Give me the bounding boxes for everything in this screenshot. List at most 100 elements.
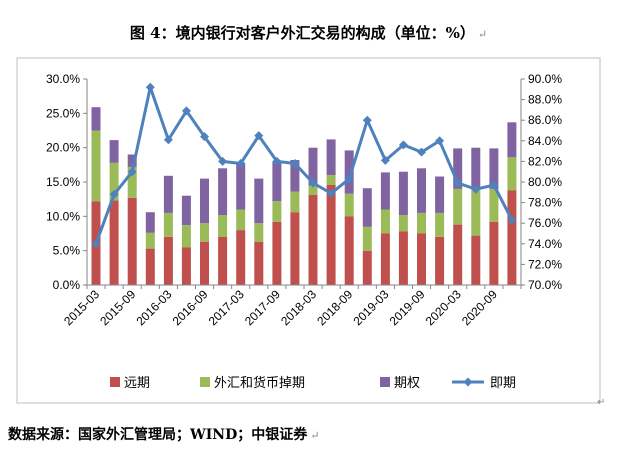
bar-option-2015-09: [127, 154, 137, 167]
bar-swap-2020-06: [471, 188, 481, 236]
chart-title-text: 图 4：境内银行对客户外汇交易的构成（单位：%）: [129, 24, 475, 42]
bar-swap-2019-12: [435, 212, 445, 237]
bar-swap-2016-12: [218, 215, 228, 237]
bar-forward-2018-06: [326, 184, 336, 285]
y-right-tick-label: 76.0%: [528, 216, 562, 230]
bar-option-2019-03: [380, 172, 390, 210]
bars-layer: [91, 107, 517, 285]
bar-forward-2020-06: [471, 235, 481, 285]
bar-option-2017-12: [290, 160, 300, 192]
bar-forward-2020-12: [507, 190, 517, 285]
y-right-tick-label: 72.0%: [528, 257, 562, 271]
spot-line: [94, 85, 514, 245]
legend-swatch-2: [380, 377, 390, 387]
spot-point-2016-12: [218, 156, 228, 166]
spot-point-2015-12: [145, 82, 155, 92]
spot-point-2018-12: [362, 115, 372, 125]
bar-option-2020-09: [489, 148, 499, 189]
bar-forward-2017-12: [290, 212, 300, 285]
bar-option-2017-03: [236, 162, 246, 210]
bar-forward-2015-09: [127, 197, 137, 285]
spot-line-layer: [91, 82, 517, 249]
bar-swap-2016-09: [200, 223, 209, 242]
x-tick-label: 2018-09: [314, 287, 355, 328]
x-tick-label: 2019-09: [387, 287, 428, 328]
source-text: 数据来源：国家外汇管理局；WIND；中银证券: [8, 427, 308, 443]
bar-forward-2019-06: [398, 231, 408, 285]
paragraph-mark: ↵: [597, 397, 606, 408]
chart-frame: [16, 57, 601, 404]
bar-option-2020-03: [453, 148, 463, 189]
chart-title: 图 4：境内银行对客户外汇交易的构成（单位：%） ↵: [0, 22, 617, 43]
y-right-tick-label: 82.0%: [528, 154, 562, 168]
spot-point-2015-09: [127, 167, 137, 177]
return-mark: ↵: [310, 429, 320, 442]
spot-point-2016-03: [163, 135, 173, 145]
bar-option-2018-12: [362, 188, 372, 227]
bar-option-2018-03: [308, 147, 318, 186]
bar-option-2019-06: [398, 171, 408, 215]
bar-swap-2015-09: [127, 166, 137, 198]
bar-option-2015-12: [145, 212, 155, 233]
y-left-tick-label: 20.0%: [46, 141, 80, 155]
bar-option-2020-06: [471, 147, 481, 189]
bar-forward-2019-12: [435, 236, 445, 285]
x-tick-label: 2020-09: [459, 287, 500, 328]
bar-forward-2018-03: [308, 195, 318, 285]
spot-point-2020-06: [471, 184, 481, 194]
legend-swatch-0: [110, 377, 120, 387]
bar-forward-2015-12: [145, 248, 155, 285]
bar-swap-2020-03: [453, 188, 463, 225]
y-left-tick-label: 5.0%: [53, 244, 81, 258]
y-left-tick-label: 25.0%: [46, 106, 80, 120]
bar-swap-2017-12: [290, 191, 300, 213]
bar-option-2019-09: [417, 168, 426, 213]
spot-point-2017-06: [254, 131, 264, 141]
bar-swap-2019-03: [380, 209, 390, 234]
bar-option-2016-12: [218, 168, 228, 215]
bar-forward-2017-03: [236, 230, 246, 285]
bar-forward-2017-09: [272, 221, 282, 285]
bar-swap-2015-12: [145, 232, 155, 249]
x-tick-label: 2016-03: [133, 287, 174, 328]
x-tick-label: 2015-03: [61, 287, 102, 328]
y-left-tick-label: 0.0%: [53, 278, 81, 292]
bar-forward-2018-12: [362, 250, 372, 285]
y-right-tick-label: 74.0%: [528, 237, 562, 251]
bar-option-2016-03: [163, 175, 173, 213]
axes-layer: 0.0% 5.0% 10.0% 15.0% 20.0% 25.0% 30.0% 70.0% 72…: [46, 72, 562, 328]
x-tick-label: 2016-09: [170, 287, 211, 328]
bar-swap-2018-12: [362, 226, 372, 251]
bar-option-2015-03: [91, 107, 101, 131]
spot-point-2018-06: [326, 188, 336, 198]
bar-forward-2016-09: [200, 241, 209, 285]
x-tick-label: 2020-03: [423, 287, 464, 328]
bar-forward-2020-09: [489, 221, 499, 285]
spot-point-2017-03: [236, 158, 246, 168]
legend-label-0: 远期: [124, 376, 150, 391]
spot-point-2017-12: [290, 158, 300, 168]
bar-swap-2018-06: [326, 175, 336, 185]
bar-option-2016-09: [200, 178, 209, 224]
bar-forward-2017-06: [254, 241, 264, 285]
spot-point-2020-09: [489, 180, 499, 190]
bar-forward-2016-03: [163, 236, 173, 285]
bar-swap-2016-03: [163, 212, 173, 237]
spot-point-2018-03: [308, 178, 318, 188]
y-right-tick-label: 78.0%: [528, 196, 562, 210]
bar-option-2019-12: [435, 176, 445, 213]
bar-forward-2015-06: [109, 200, 119, 285]
bar-swap-2016-06: [181, 225, 191, 248]
bar-forward-2020-03: [453, 224, 463, 285]
bar-forward-2016-06: [181, 247, 191, 285]
spot-point-2019-09: [417, 147, 427, 157]
y-right-tick-label: 88.0%: [528, 93, 562, 107]
bar-swap-2015-06: [109, 162, 119, 201]
bar-forward-2019-09: [417, 233, 426, 285]
spot-point-2015-03: [91, 239, 101, 249]
y-left-tick-label: 30.0%: [46, 72, 80, 86]
bar-option-2015-06: [109, 140, 119, 163]
return-mark: ↵: [477, 28, 488, 41]
legend-swatch-1: [200, 377, 210, 387]
